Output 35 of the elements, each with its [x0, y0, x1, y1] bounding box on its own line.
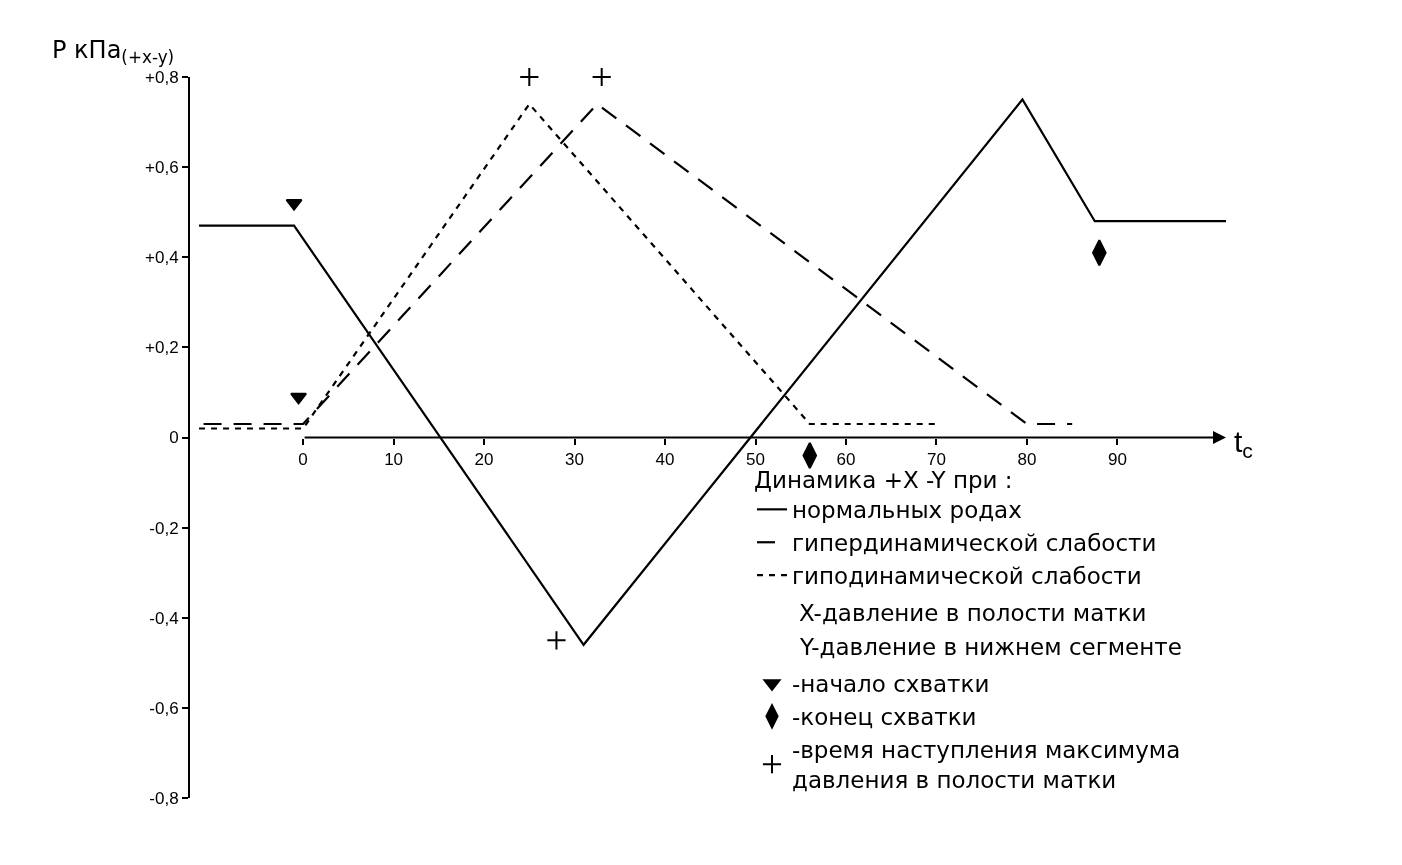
x-axis-title: t$_{c}$	[1234, 425, 1253, 463]
y-tick-label: -0,4	[149, 608, 179, 628]
y-axis-title: P кПа$_{(+x-y)}$	[52, 36, 175, 68]
x-tick-label: 80	[1017, 449, 1037, 469]
annotation: X-давление в полости матки	[799, 600, 1147, 626]
legend-title: Динамика +X -Y при :	[754, 466, 1013, 493]
annotation: Y-давление в нижнем сегменте	[799, 634, 1182, 660]
x-tick-label: 30	[565, 449, 584, 469]
legend-label: гипердинамической слабости	[792, 530, 1157, 557]
y-tick-label: -0,6	[149, 698, 179, 718]
y-tick-label: +0,6	[145, 158, 179, 178]
y-tick-label: -0,8	[149, 788, 179, 808]
x-tick-label: 20	[474, 449, 494, 469]
x-tick-label: 90	[1107, 449, 1127, 469]
y-tick-label: 0	[169, 428, 179, 448]
y-tick-label: +0,8	[145, 67, 179, 87]
legend-label: гиподинамической слабости	[792, 563, 1142, 590]
point	[519, 66, 540, 88]
x-tick-label: 10	[384, 449, 404, 469]
point	[285, 198, 303, 211]
y-tick-label: +0,4	[145, 248, 179, 268]
x-tick-label: 50	[746, 449, 765, 469]
legend-label: -начало схватки	[792, 671, 990, 698]
y-tick-label: +0,2	[145, 338, 179, 358]
legend-label: -конец схватки	[792, 704, 977, 731]
y-tick-label: -0,2	[149, 518, 179, 538]
x-tick-label: 70	[927, 449, 946, 469]
point	[546, 630, 567, 651]
legend-label: -время наступления максимума давления в полости матки	[792, 737, 1181, 794]
x-tick-label: 60	[836, 449, 856, 469]
x-tick-label: 0	[298, 449, 308, 469]
x-tick-label: 40	[655, 449, 675, 469]
point	[290, 392, 308, 405]
point	[591, 66, 612, 88]
legend-label: нормальных родах	[792, 497, 1022, 524]
